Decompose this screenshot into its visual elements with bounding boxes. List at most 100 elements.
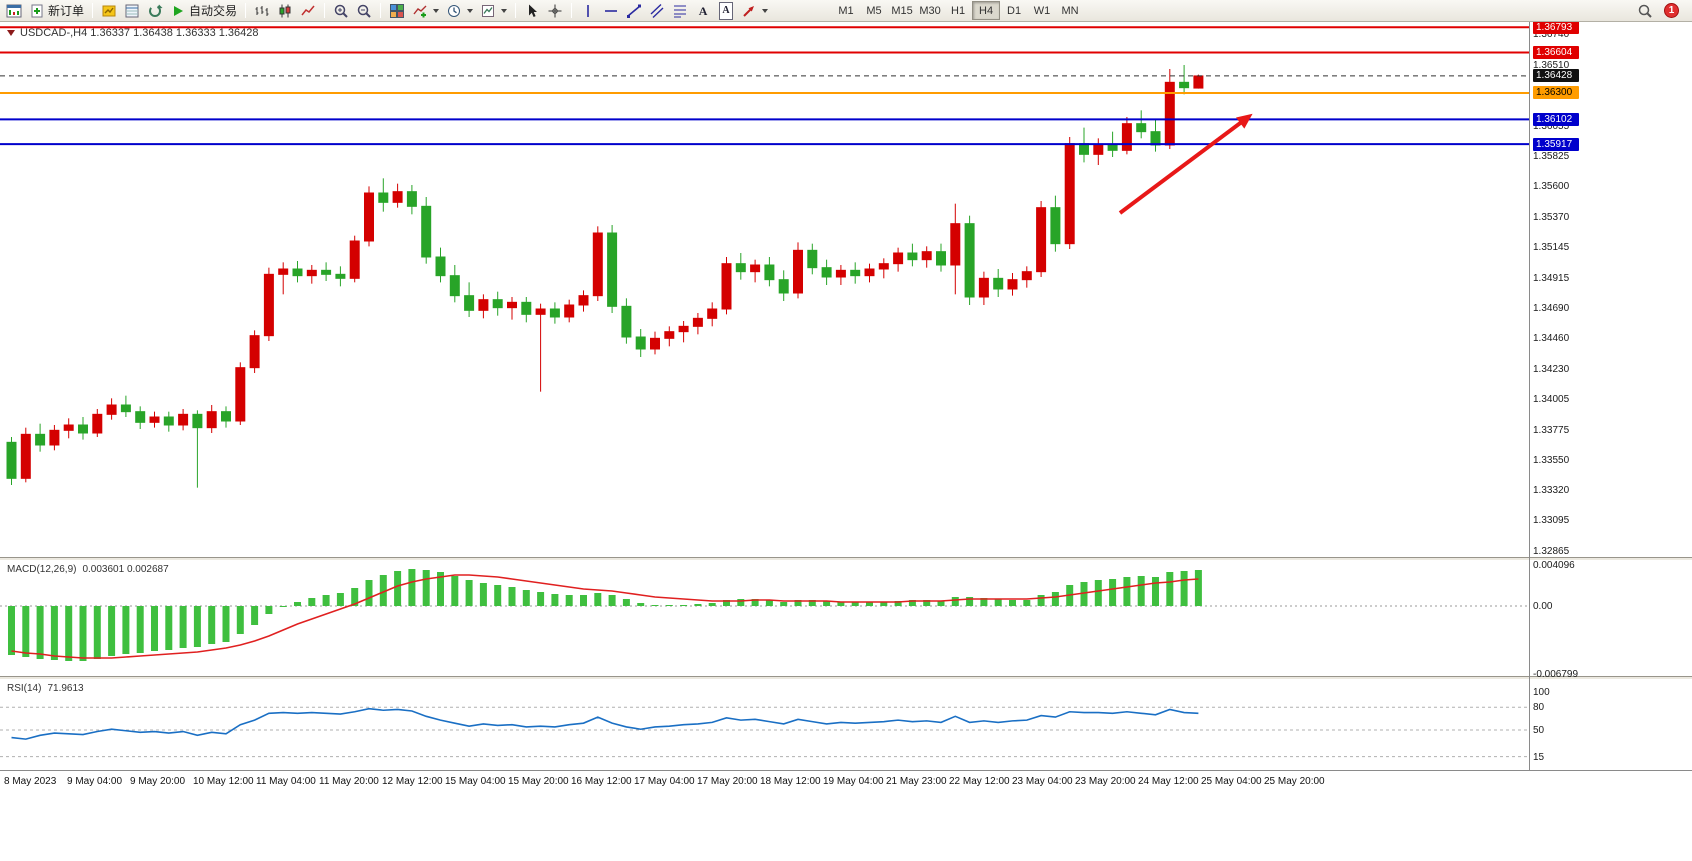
timeframe-w1-button[interactable]: W1 bbox=[1028, 1, 1056, 20]
timeframe-m15-button[interactable]: M15 bbox=[888, 1, 916, 20]
line-chart-button[interactable] bbox=[297, 1, 319, 21]
time-label: 15 May 04:00 bbox=[445, 776, 506, 787]
search-icon bbox=[1638, 4, 1652, 18]
axis-label: 1.35600 bbox=[1533, 181, 1570, 193]
panel-splitter[interactable] bbox=[0, 676, 1692, 680]
axis-label: 1.32865 bbox=[1533, 545, 1570, 557]
new-order-button[interactable]: 新订单 bbox=[26, 1, 87, 21]
cursor-icon bbox=[529, 4, 538, 17]
rsi-canvas[interactable] bbox=[0, 680, 1530, 770]
zoom-in-icon bbox=[334, 4, 348, 18]
price-badge: 1.36102 bbox=[1533, 112, 1579, 126]
line-chart-icon bbox=[301, 5, 315, 15]
timeframe-h4-button[interactable]: H4 bbox=[972, 1, 1001, 20]
price-chart-canvas[interactable] bbox=[0, 22, 1530, 557]
template-icon bbox=[482, 4, 495, 17]
panel-splitter[interactable] bbox=[0, 557, 1692, 561]
new-order-label: 新订单 bbox=[48, 4, 85, 18]
crosshair-icon bbox=[548, 4, 562, 17]
dropdown-caret-icon bbox=[467, 8, 474, 13]
time-label: 22 May 12:00 bbox=[949, 776, 1010, 787]
dropdown-caret-icon bbox=[762, 8, 769, 13]
toolbar-separator bbox=[92, 3, 94, 18]
text-tool-icon: A bbox=[698, 3, 708, 18]
axis-label: 80 bbox=[1533, 702, 1545, 714]
time-axis[interactable]: 8 May 2023 9 May 04:00 9 May 20:00 10 May 1… bbox=[0, 770, 1692, 800]
bar-chart-button[interactable] bbox=[251, 1, 273, 21]
axis-label: 1.34230 bbox=[1533, 363, 1570, 375]
text-label-tool-button[interactable]: A bbox=[715, 1, 737, 21]
time-label: 8 May 2023 bbox=[4, 776, 57, 787]
periods-button[interactable] bbox=[443, 1, 476, 21]
timeframe-toolbar: M1 M5 M15 M30 H1 H4 D1 W1 MN bbox=[832, 1, 1084, 20]
auto-trading-button[interactable]: 自动交易 bbox=[167, 1, 240, 21]
zoom-in-button[interactable] bbox=[330, 1, 352, 21]
zoom-out-icon bbox=[357, 4, 371, 18]
axis-label: 1.34915 bbox=[1533, 272, 1570, 284]
search-button[interactable] bbox=[1634, 1, 1656, 21]
time-label: 18 May 12:00 bbox=[760, 776, 821, 787]
bar-chart-icon bbox=[255, 5, 269, 16]
axis-label: 100 bbox=[1533, 687, 1550, 698]
clock-icon bbox=[448, 4, 461, 17]
timeframe-m1-button[interactable]: M1 bbox=[832, 1, 860, 20]
horizontal-line-icon bbox=[605, 9, 618, 12]
refresh-button[interactable] bbox=[144, 1, 166, 21]
price-axis[interactable]: 1.36740 1.36510 1.36055 1.35825 1.35600 1.353… bbox=[1530, 0, 1692, 800]
timeframe-h1-button[interactable]: H1 bbox=[944, 1, 972, 20]
auto-trading-play-icon bbox=[174, 5, 184, 16]
price-badge: 1.36793 bbox=[1533, 20, 1579, 34]
axis-label: 1.34690 bbox=[1533, 302, 1570, 314]
fibonacci-tool-button[interactable] bbox=[669, 1, 691, 21]
axis-label: 1.35145 bbox=[1533, 241, 1570, 253]
indicators-button[interactable] bbox=[409, 1, 442, 21]
templates-button[interactable] bbox=[477, 1, 510, 21]
candlestick-chart-button[interactable] bbox=[274, 1, 296, 21]
cursor-button[interactable] bbox=[521, 1, 543, 21]
macd-canvas[interactable] bbox=[0, 561, 1530, 676]
arrows-tool-button[interactable] bbox=[738, 1, 771, 21]
channel-tool-button[interactable] bbox=[646, 1, 668, 21]
axis-label: 1.33775 bbox=[1533, 424, 1570, 436]
price-badge: 1.36300 bbox=[1533, 86, 1579, 100]
notification-badge[interactable]: 1 bbox=[1664, 3, 1679, 18]
vertical-line-tool-button[interactable] bbox=[577, 1, 599, 21]
time-label: 23 May 04:00 bbox=[1012, 776, 1073, 787]
rsi-name: RSI(14) bbox=[7, 683, 42, 694]
zoom-out-button[interactable] bbox=[353, 1, 375, 21]
chart-symbol-icon bbox=[7, 30, 15, 36]
new-chart-button[interactable] bbox=[3, 1, 25, 21]
crosshair-button[interactable] bbox=[544, 1, 566, 21]
time-label: 24 May 12:00 bbox=[1138, 776, 1199, 787]
time-label: 9 May 04:00 bbox=[67, 776, 123, 787]
main-toolbar: 新订单 自动交易 bbox=[0, 0, 1692, 22]
axis-label: 1.33320 bbox=[1533, 485, 1570, 497]
axis-label: -0.006799 bbox=[1533, 668, 1579, 680]
new-order-icon bbox=[31, 4, 43, 17]
arrow-shape-icon bbox=[743, 5, 755, 17]
axis-label: 0.00 bbox=[1533, 601, 1553, 612]
timeframe-m30-button[interactable]: M30 bbox=[916, 1, 944, 20]
data-window-button[interactable] bbox=[121, 1, 143, 21]
time-label: 25 May 04:00 bbox=[1201, 776, 1262, 787]
macd-label: MACD(12,26,9) 0.003601 0.002687 bbox=[7, 564, 169, 575]
time-label: 23 May 20:00 bbox=[1075, 776, 1136, 787]
timeframe-m5-button[interactable]: M5 bbox=[860, 1, 888, 20]
vertical-line-icon bbox=[587, 4, 589, 17]
time-label: 9 May 20:00 bbox=[130, 776, 186, 787]
tile-windows-icon bbox=[390, 3, 405, 18]
fibonacci-icon bbox=[674, 5, 687, 17]
data-window-icon bbox=[125, 4, 139, 17]
tile-windows-button[interactable] bbox=[386, 1, 408, 21]
horizontal-line-tool-button[interactable] bbox=[600, 1, 622, 21]
text-tool-button[interactable]: A bbox=[692, 1, 714, 21]
chart-title: USDCAD-,H4 1.36337 1.36438 1.36333 1.364… bbox=[7, 27, 259, 39]
trendline-tool-button[interactable] bbox=[623, 1, 645, 21]
axis-label: 1.34460 bbox=[1533, 333, 1570, 345]
timeframe-mn-button[interactable]: MN bbox=[1056, 1, 1084, 20]
toolbar-separator bbox=[324, 3, 326, 18]
toolbar-right-group: 1 bbox=[1634, 1, 1689, 21]
timeframe-d1-button[interactable]: D1 bbox=[1000, 1, 1028, 20]
market-watch-button[interactable] bbox=[98, 1, 120, 21]
indicators-icon bbox=[413, 5, 427, 17]
